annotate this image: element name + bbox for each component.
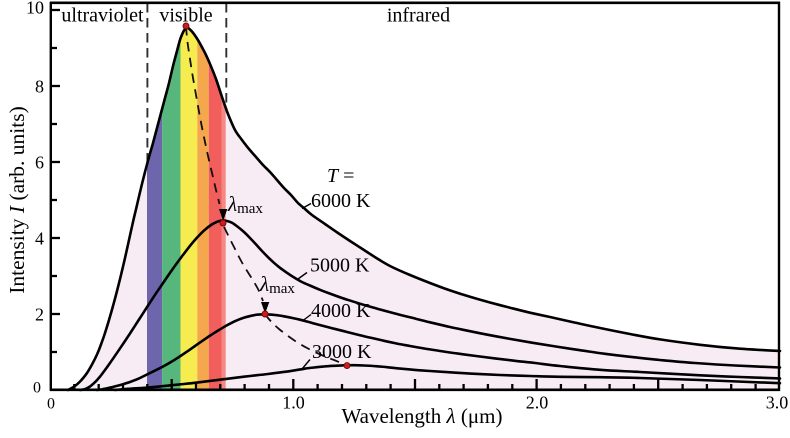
svg-text:visible: visible xyxy=(159,5,212,27)
svg-text:5000 K: 5000 K xyxy=(310,255,370,277)
svg-text:6: 6 xyxy=(35,153,44,173)
svg-text:Intensity I (arb. units): Intensity I (arb. units) xyxy=(5,106,29,294)
svg-text:Wavelength λ (μm): Wavelength λ (μm) xyxy=(342,404,503,428)
svg-text:0: 0 xyxy=(47,396,55,413)
svg-text:8: 8 xyxy=(35,77,44,97)
svg-text:10: 10 xyxy=(26,0,44,18)
svg-text:2.0: 2.0 xyxy=(526,393,549,413)
svg-text:2: 2 xyxy=(35,305,44,325)
svg-text:4: 4 xyxy=(35,229,44,249)
svg-text:T =: T = xyxy=(327,165,354,187)
svg-text:1.0: 1.0 xyxy=(282,393,305,413)
svg-text:ultraviolet: ultraviolet xyxy=(61,5,144,27)
svg-text:6000 K: 6000 K xyxy=(311,190,371,212)
svg-text:infrared: infrared xyxy=(387,5,450,27)
svg-text:3.0: 3.0 xyxy=(766,393,789,413)
svg-text:0: 0 xyxy=(33,380,41,397)
svg-text:4000 K: 4000 K xyxy=(311,300,371,322)
svg-text:3000 K: 3000 K xyxy=(312,341,372,363)
